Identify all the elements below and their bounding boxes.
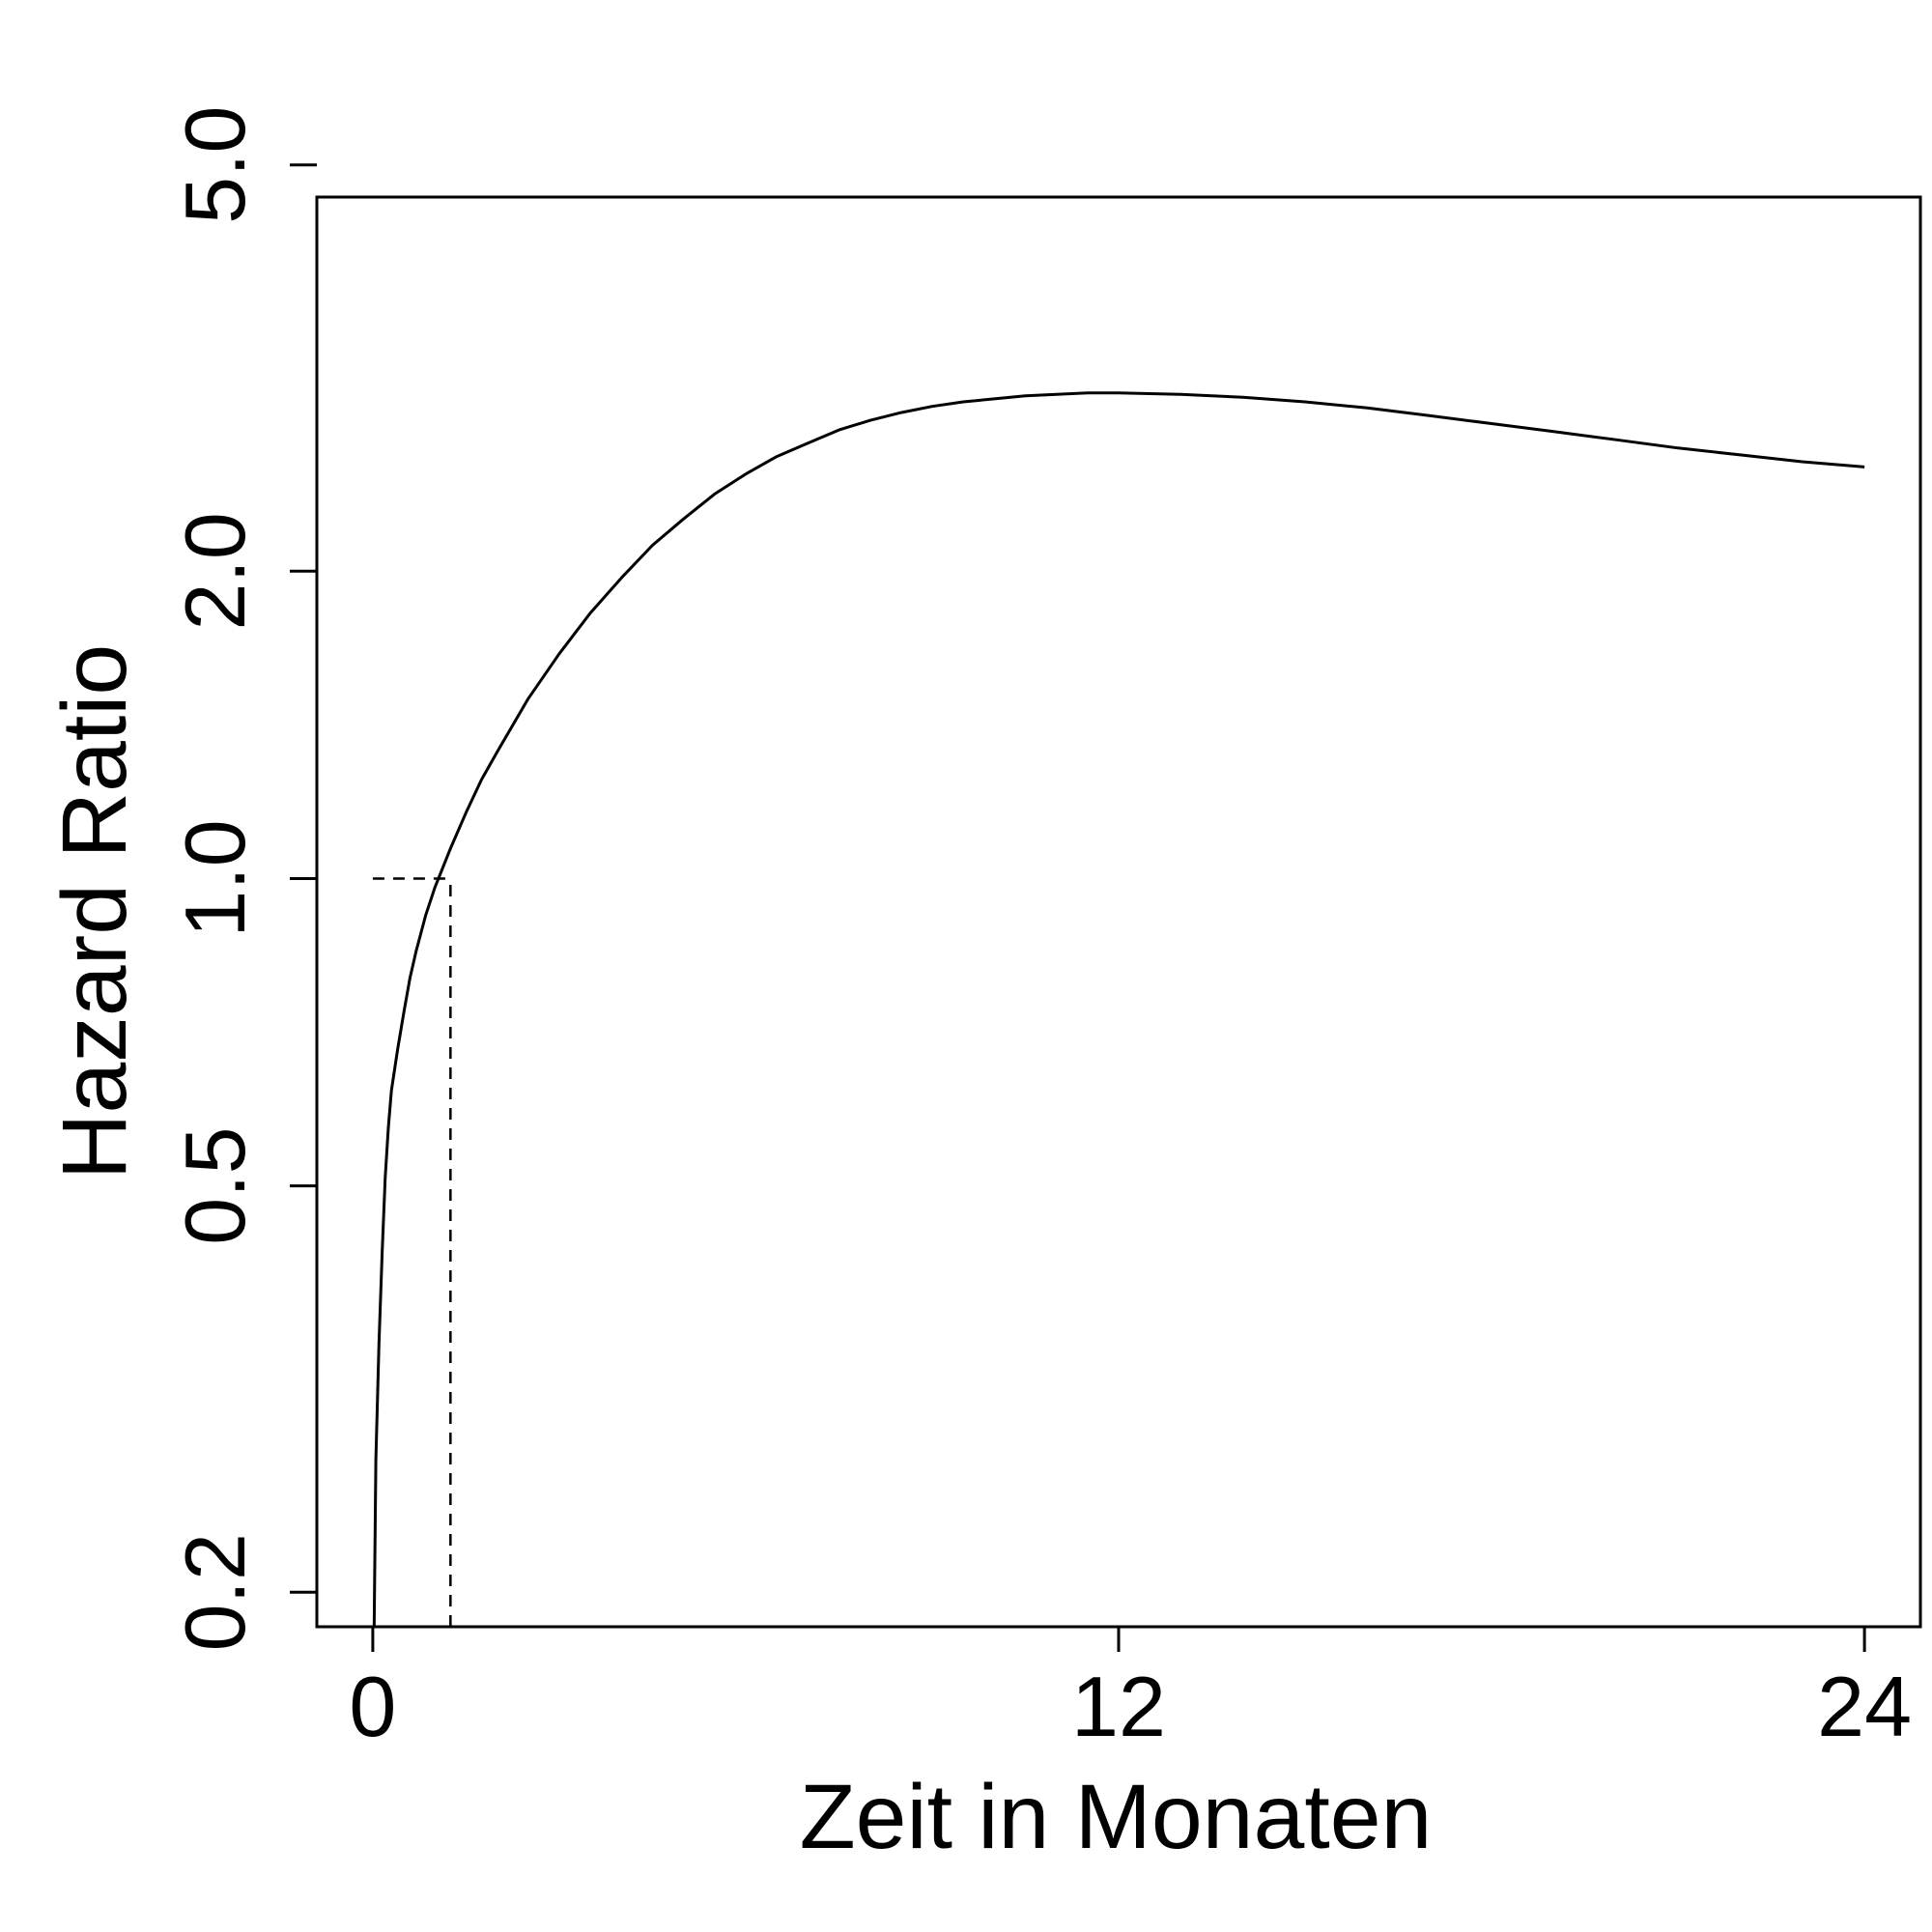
y-tick-label: 1.0 [167, 819, 263, 937]
y-tick-label: 2.0 [167, 512, 263, 630]
y-axis-label: Hazard Ratio [43, 644, 146, 1179]
x-axis-label: Zeit in Monaten [800, 1766, 1433, 1868]
hazard-ratio-line [372, 391, 1865, 1627]
y-axis: 0.2 0.5 1.0 2.0 5.0 [167, 106, 317, 1651]
y-tick-label: 0.5 [167, 1126, 263, 1244]
x-tick-label: 24 [1817, 1659, 1912, 1754]
x-tick-label: 12 [1071, 1659, 1166, 1754]
x-tick-label: 0 [349, 1659, 396, 1754]
y-tick-label: 5.0 [167, 106, 263, 224]
series-layer [372, 391, 1865, 1627]
y-tick-label: 0.2 [167, 1533, 263, 1651]
x-axis: 0 12 24 [349, 1627, 1912, 1754]
